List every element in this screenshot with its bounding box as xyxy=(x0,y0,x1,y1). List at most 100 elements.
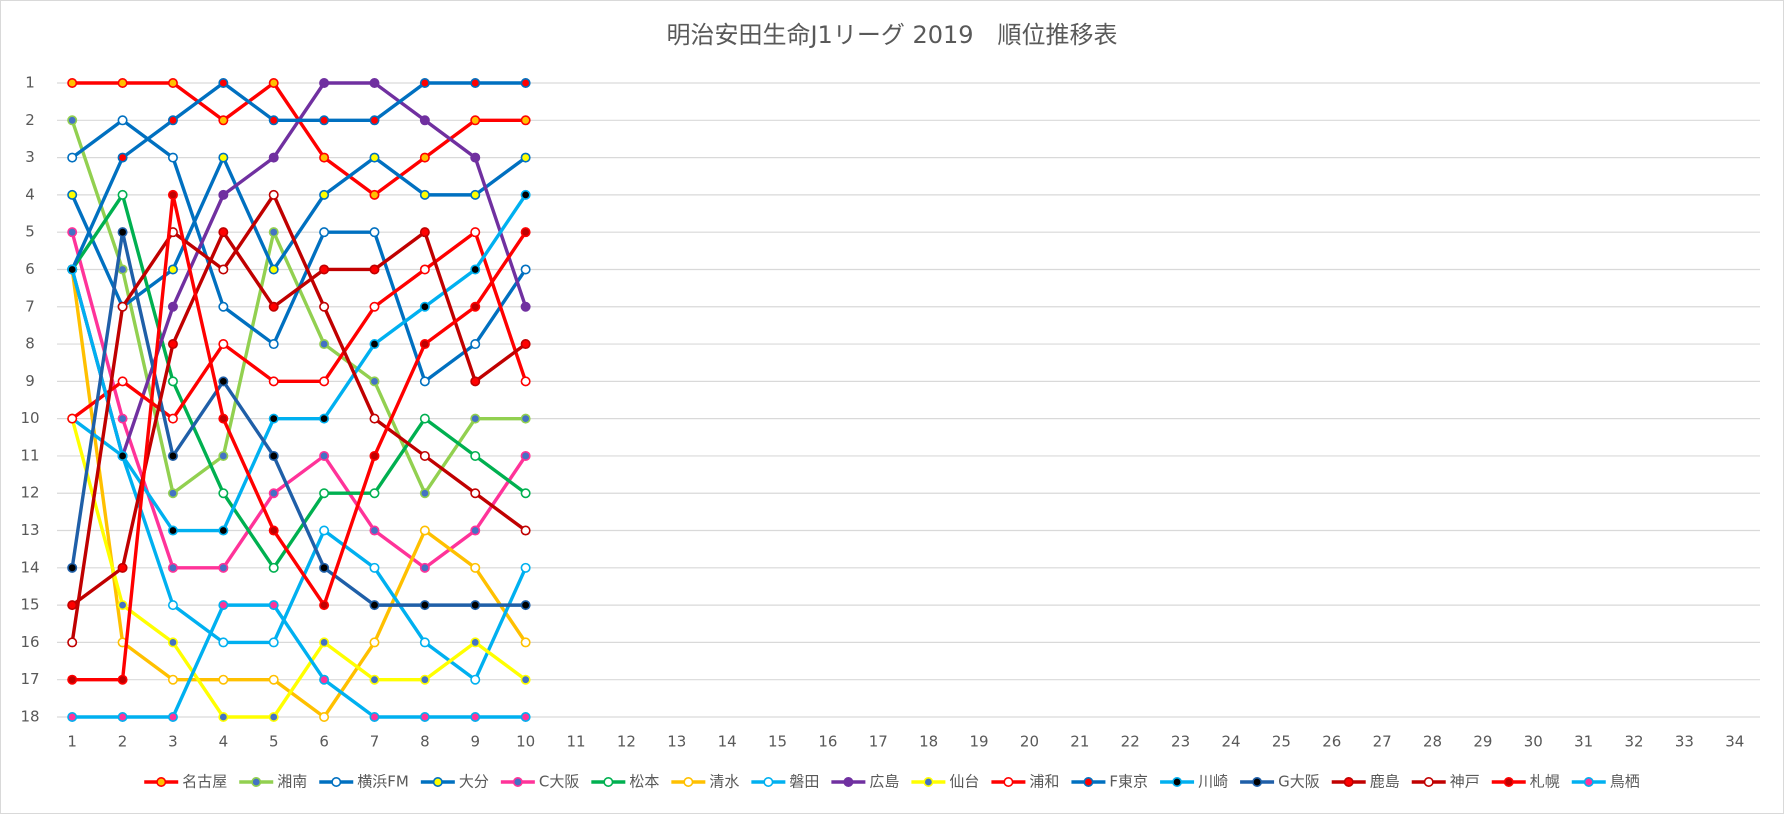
point-marker xyxy=(268,562,279,573)
x-tick-label: 26 xyxy=(1322,733,1341,751)
point-marker xyxy=(520,227,531,238)
point-marker xyxy=(268,339,279,350)
y-tick-label: 17 xyxy=(20,670,39,688)
point-marker xyxy=(117,376,128,387)
x-tick-label: 20 xyxy=(1020,733,1039,751)
point-marker xyxy=(369,413,380,424)
series-line xyxy=(72,193,528,682)
point-marker xyxy=(319,562,330,573)
legend-marker xyxy=(512,776,523,787)
series-line xyxy=(70,418,527,719)
legend-label: 松本 xyxy=(629,773,659,791)
point-marker xyxy=(520,674,531,685)
point-marker xyxy=(117,78,128,89)
point-marker xyxy=(268,600,279,611)
y-tick-label: 8 xyxy=(25,335,35,353)
x-tick-label: 22 xyxy=(1121,733,1140,751)
point-marker xyxy=(167,711,178,722)
point-marker xyxy=(117,711,128,722)
legend-item: 湘南 xyxy=(239,773,307,791)
point-marker xyxy=(520,413,531,424)
legend-label: 磐田 xyxy=(789,773,819,791)
y-tick-label: 4 xyxy=(25,185,35,203)
point-marker xyxy=(319,115,330,126)
point-marker xyxy=(167,413,178,424)
point-marker xyxy=(218,78,229,89)
point-marker xyxy=(218,674,229,685)
x-tick-label: 27 xyxy=(1373,733,1392,751)
legend-label: C大阪 xyxy=(539,773,579,791)
point-marker xyxy=(67,562,78,573)
point-marker xyxy=(369,78,380,89)
legend-marker xyxy=(1252,776,1263,787)
point-marker xyxy=(419,600,430,611)
point-marker xyxy=(470,339,481,350)
point-marker xyxy=(218,301,229,312)
point-marker xyxy=(520,525,531,536)
legend-label: 鹿島 xyxy=(1370,773,1400,791)
point-marker xyxy=(117,152,128,163)
point-marker xyxy=(167,376,178,387)
legend-label: 神戸 xyxy=(1450,773,1480,791)
y-tick-label: 9 xyxy=(25,372,35,390)
point-marker xyxy=(67,189,78,200)
series-line xyxy=(70,81,526,271)
legend-label: 仙台 xyxy=(949,773,979,791)
legend-marker xyxy=(683,776,694,787)
point-marker xyxy=(520,189,531,200)
point-marker xyxy=(319,264,330,275)
point-marker xyxy=(218,339,229,350)
point-marker xyxy=(470,525,481,536)
legend: 名古屋 湘南 横浜FM 大分 C大阪 松本 清水 磐田 広島 仙台 浦和 F東京 川崎 G大阪 鹿島 神戸 札幌… xyxy=(144,773,1640,791)
legend-marker xyxy=(763,776,774,787)
point-marker xyxy=(117,301,128,312)
point-marker xyxy=(369,115,380,126)
point-marker xyxy=(218,152,229,163)
point-marker xyxy=(419,562,430,573)
y-tick-label: 13 xyxy=(20,521,39,539)
legend-marker xyxy=(603,776,614,787)
x-tick-label: 21 xyxy=(1070,733,1089,751)
y-tick-label: 3 xyxy=(25,148,35,166)
series-line xyxy=(70,193,528,533)
legend-marker xyxy=(432,776,443,787)
point-marker xyxy=(470,152,481,163)
point-marker xyxy=(319,711,330,722)
point-marker xyxy=(520,264,531,275)
legend-label: 横浜FM xyxy=(357,773,409,791)
point-marker xyxy=(419,450,430,461)
point-marker xyxy=(167,525,178,536)
x-tick-label: 12 xyxy=(617,733,636,751)
point-marker xyxy=(117,562,128,573)
legend-label: G大阪 xyxy=(1278,773,1320,791)
point-marker xyxy=(167,562,178,573)
point-marker xyxy=(67,115,78,126)
point-marker xyxy=(218,488,229,499)
point-marker xyxy=(218,711,229,722)
point-marker xyxy=(520,301,531,312)
legend-label: 大分 xyxy=(459,773,489,791)
point-marker xyxy=(470,264,481,275)
x-tick-label: 17 xyxy=(869,733,888,751)
series-line xyxy=(71,230,527,607)
point-marker xyxy=(520,115,531,126)
point-marker xyxy=(268,674,279,685)
y-tick-label: 6 xyxy=(25,260,35,278)
series-line xyxy=(71,230,528,421)
point-marker xyxy=(369,600,380,611)
point-marker xyxy=(470,376,481,387)
legend-marker xyxy=(1423,776,1434,787)
point-marker xyxy=(268,376,279,387)
point-marker xyxy=(419,637,430,648)
legend-item: 神戸 xyxy=(1411,773,1480,791)
point-marker xyxy=(419,674,430,685)
point-marker xyxy=(67,264,78,275)
point-marker xyxy=(167,600,178,611)
point-marker xyxy=(470,711,481,722)
legend-item: F東京 xyxy=(1071,773,1148,791)
point-marker xyxy=(268,189,279,200)
legend-label: 鳥栖 xyxy=(1610,773,1640,791)
point-marker xyxy=(470,227,481,238)
point-marker xyxy=(167,301,178,312)
point-marker xyxy=(117,600,128,611)
